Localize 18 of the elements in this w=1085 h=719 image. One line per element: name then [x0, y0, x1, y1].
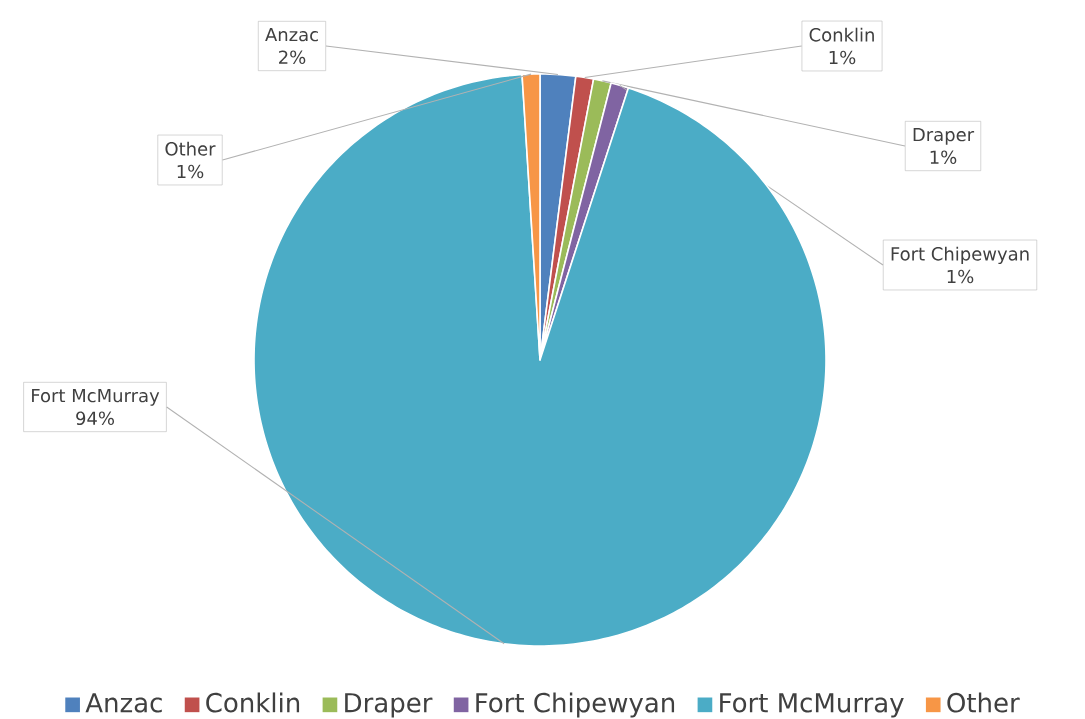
- data-label: 2%: [279, 50, 306, 65]
- legend-label: Anzac: [85, 693, 162, 713]
- slice-label: Fort McMurray: [32, 388, 160, 406]
- legend-label: Fort McMurray: [720, 693, 904, 718]
- legend-label: Other: [947, 692, 1020, 713]
- legend-label: Conklin: [206, 692, 300, 713]
- legend-label: Fort Chipewyan: [476, 692, 675, 718]
- slice-label: Conklin: [809, 27, 874, 42]
- slice-label: Other: [165, 141, 216, 156]
- slice-label: Draper: [913, 127, 975, 145]
- data-label: 94%: [76, 411, 115, 426]
- data-label: 1%: [177, 164, 204, 179]
- slice-label: Fort Chipewyan: [891, 246, 1029, 265]
- slice-label: Anzac: [265, 27, 318, 42]
- data-label: 1%: [930, 150, 957, 165]
- data-label: 1%: [947, 269, 974, 284]
- legend-label: Draper: [345, 693, 433, 718]
- data-label: 1%: [829, 50, 856, 65]
